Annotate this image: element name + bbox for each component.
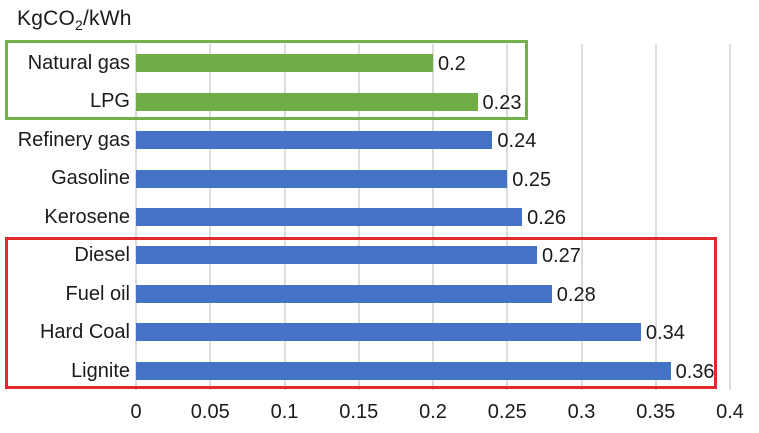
chart-title-subscript: 2 xyxy=(75,17,83,34)
gridline xyxy=(654,44,657,390)
bar-lpg xyxy=(136,92,478,111)
x-tick-label: 0.35 xyxy=(636,401,676,423)
category-label: Refinery gas xyxy=(17,128,130,151)
bar-refinery-gas xyxy=(136,131,493,150)
plot-area: 0.2 0.23 0.24 0.25 0.26 0.27 0.28 0.34 0.36 xyxy=(135,44,731,390)
data-label: 0.26 xyxy=(527,207,567,229)
x-tick-label: 0.05 xyxy=(190,401,230,423)
data-label: 0.34 xyxy=(645,322,685,345)
low-emission-group-box xyxy=(5,40,528,120)
category-label: Natural gas xyxy=(27,52,130,74)
category-label: Lignite xyxy=(71,359,130,382)
category-label: Kerosene xyxy=(44,205,130,228)
category-label: Hard Coal xyxy=(39,321,130,344)
data-label: 0.28 xyxy=(556,283,596,306)
data-label: 0.24 xyxy=(497,130,537,153)
x-tick-label: 0 xyxy=(130,401,142,423)
chart-title: KgCO2/kWh xyxy=(17,7,132,33)
gridline xyxy=(729,44,731,390)
x-tick-label: 0.25 xyxy=(487,401,527,423)
x-tick-label: 0.15 xyxy=(339,401,379,423)
category-label: Fuel oil xyxy=(65,282,130,305)
data-label: 0.2 xyxy=(438,53,466,76)
high-emission-group-box xyxy=(5,237,717,389)
bar-diesel xyxy=(136,246,537,265)
bar-kerosene xyxy=(136,208,523,226)
bar-hard-coal xyxy=(136,323,641,342)
bar-lignite xyxy=(136,361,671,380)
category-label: LPG xyxy=(89,90,130,113)
x-tick-label: 0.2 xyxy=(419,401,447,423)
gridline xyxy=(580,44,583,390)
chart-title-pre: KgCO xyxy=(17,7,75,30)
bar-gasoline xyxy=(136,169,508,188)
x-tick-label: 0.4 xyxy=(716,401,744,423)
data-label: 0.27 xyxy=(541,245,581,268)
x-tick-label: 0.3 xyxy=(567,401,596,423)
bar-fuel-oil xyxy=(136,284,552,303)
chart-title-post: /kWh xyxy=(83,7,132,30)
category-label: Diesel xyxy=(74,244,130,267)
data-label: 0.36 xyxy=(675,360,715,383)
data-label: 0.25 xyxy=(512,168,552,191)
bar-natural-gas xyxy=(136,54,433,73)
data-label: 0.23 xyxy=(482,91,522,114)
category-label: Gasoline xyxy=(51,167,130,190)
x-tick-label: 0.1 xyxy=(270,401,299,423)
